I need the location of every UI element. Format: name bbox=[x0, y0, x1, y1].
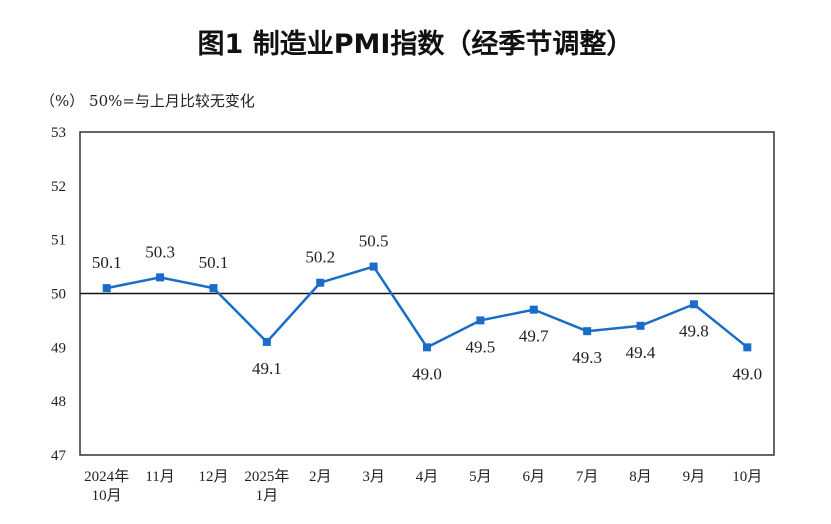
data-point-marker bbox=[689, 300, 698, 309]
x-tick-label: 5月 bbox=[469, 469, 492, 485]
x-tick-label: 9月 bbox=[683, 469, 706, 485]
unit-note: （%） 50%=与上月比较无变化 bbox=[40, 92, 255, 110]
x-tick-label: 2025年 bbox=[244, 468, 289, 485]
y-tick-label: 53 bbox=[51, 125, 66, 141]
data-label: 50.1 bbox=[92, 253, 122, 272]
data-label: 50.3 bbox=[145, 242, 175, 261]
data-label: 49.5 bbox=[466, 337, 496, 356]
data-label: 49.8 bbox=[679, 321, 709, 340]
x-tick-label: 7月 bbox=[576, 469, 599, 485]
data-point-marker bbox=[529, 305, 538, 314]
data-label: 50.5 bbox=[359, 232, 389, 251]
x-tick-label: 3月 bbox=[362, 469, 385, 485]
data-label: 49.0 bbox=[412, 364, 442, 383]
data-point-marker bbox=[262, 337, 271, 346]
data-label: 50.1 bbox=[199, 253, 229, 272]
y-tick-label: 49 bbox=[51, 340, 66, 356]
data-point-marker bbox=[476, 316, 485, 325]
data-label: 50.2 bbox=[305, 248, 335, 267]
y-tick-label: 48 bbox=[51, 394, 66, 410]
data-label: 49.4 bbox=[626, 343, 656, 362]
data-label: 49.1 bbox=[252, 359, 282, 378]
x-tick-label: 1月 bbox=[256, 488, 279, 504]
data-point-marker bbox=[102, 284, 111, 293]
data-label: 49.0 bbox=[732, 364, 762, 383]
y-tick-label: 52 bbox=[51, 179, 66, 195]
x-tick-label: 6月 bbox=[523, 469, 546, 485]
y-tick-label: 47 bbox=[51, 448, 67, 464]
x-tick-label: 10月 bbox=[732, 469, 762, 485]
chart-title: 图1 制造业PMI指数（经季节调整） bbox=[197, 29, 634, 60]
x-tick-label: 12月 bbox=[198, 469, 228, 485]
data-point-marker bbox=[423, 343, 431, 352]
data-point-marker bbox=[583, 327, 592, 336]
data-point-marker bbox=[316, 278, 325, 287]
y-tick-label: 50 bbox=[51, 287, 66, 303]
x-tick-label: 4月 bbox=[416, 469, 439, 485]
x-tick-label: 8月 bbox=[629, 469, 652, 485]
data-point-marker bbox=[636, 321, 645, 330]
y-tick-label: 51 bbox=[51, 233, 66, 249]
data-point-marker bbox=[156, 273, 165, 282]
x-tick-label: 11月 bbox=[145, 469, 174, 485]
data-label: 49.7 bbox=[519, 327, 549, 346]
data-point-marker bbox=[743, 343, 752, 352]
data-label: 49.3 bbox=[572, 348, 602, 367]
data-point-marker bbox=[369, 262, 378, 271]
x-tick-label: 10月 bbox=[92, 488, 122, 504]
series-line bbox=[106, 265, 749, 349]
data-point-marker bbox=[209, 284, 218, 293]
x-tick-label: 2月 bbox=[309, 469, 332, 485]
x-tick-label: 2024年 bbox=[84, 468, 129, 485]
